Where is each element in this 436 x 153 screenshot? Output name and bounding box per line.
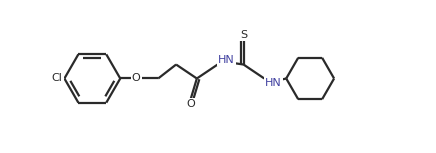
Text: HN: HN bbox=[218, 55, 235, 65]
Text: O: O bbox=[187, 99, 195, 109]
Text: O: O bbox=[132, 73, 140, 84]
Text: S: S bbox=[240, 30, 247, 40]
Text: Cl: Cl bbox=[52, 73, 63, 84]
Text: HN: HN bbox=[265, 78, 281, 88]
